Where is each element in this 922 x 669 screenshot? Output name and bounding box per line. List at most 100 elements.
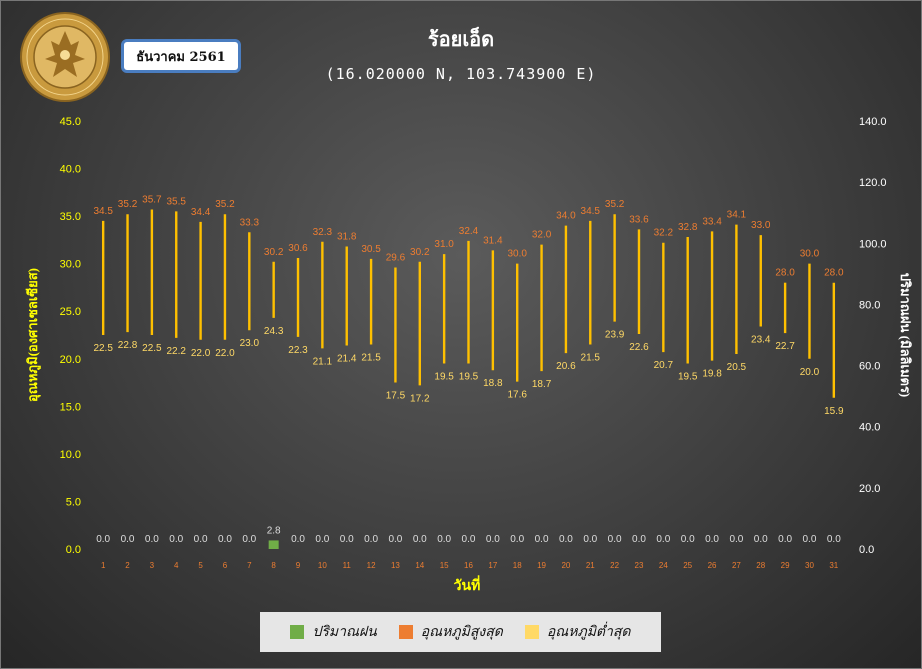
rain-bar (268, 540, 279, 549)
max-temp-label: 35.7 (142, 194, 162, 205)
min-temp-label: 17.6 (507, 390, 527, 401)
rain-label: 0.0 (510, 534, 524, 545)
x-tick-label: 26 (708, 561, 717, 570)
x-tick-label: 8 (271, 561, 276, 570)
min-temp-label: 22.2 (167, 346, 187, 357)
rain-label: 0.0 (754, 534, 768, 545)
legend-label-rain: ปริมาณฝน (312, 624, 377, 640)
max-temp-label: 34.4 (191, 207, 211, 218)
min-temp-label: 19.5 (434, 372, 454, 383)
max-temp-label: 28.0 (824, 268, 844, 279)
min-temp-label: 23.4 (751, 334, 771, 345)
x-tick-label: 11 (343, 561, 352, 570)
rain-label: 0.0 (583, 534, 597, 545)
legend-item-rain: ปริมาณฝน (290, 621, 377, 643)
legend-swatch-max-temp (398, 625, 413, 639)
rain-label: 0.0 (437, 534, 451, 545)
x-tick-label: 24 (659, 561, 668, 570)
rain-label: 0.0 (413, 534, 427, 545)
x-tick-label: 31 (829, 561, 838, 570)
rain-label: 0.0 (340, 534, 354, 545)
legend-swatch-min-temp (524, 625, 539, 639)
rain-label: 0.0 (656, 534, 670, 545)
y-tick-right: 100.0 (859, 238, 887, 250)
rain-label: 0.0 (778, 534, 792, 545)
min-temp-label: 22.3 (288, 345, 308, 356)
y-tick-left: 20.0 (60, 354, 81, 366)
max-temp-label: 35.2 (215, 199, 235, 210)
max-temp-label: 30.0 (800, 249, 820, 260)
max-temp-label: 30.6 (288, 243, 308, 254)
rain-label: 0.0 (803, 534, 817, 545)
min-temp-label: 18.7 (532, 379, 552, 390)
max-temp-label: 30.5 (361, 244, 381, 255)
y-tick-right: 20.0 (859, 483, 880, 495)
legend-item-max-temp: อุณหภูมิสูงสุด (398, 621, 503, 643)
legend-label-min-temp: อุณหภูมิต่ำสุด (546, 624, 631, 640)
max-temp-label: 33.6 (629, 214, 649, 225)
rain-label: 0.0 (121, 534, 135, 545)
y-tick-left: 10.0 (60, 449, 81, 461)
max-temp-label: 30.2 (264, 247, 284, 258)
x-tick-label: 7 (247, 561, 252, 570)
x-tick-label: 18 (513, 561, 522, 570)
max-temp-label: 35.2 (605, 199, 625, 210)
max-temp-label: 35.5 (167, 196, 187, 207)
min-temp-label: 20.7 (654, 360, 674, 371)
min-temp-label: 24.3 (264, 326, 284, 337)
y-tick-right: 140.0 (859, 116, 887, 128)
min-temp-label: 20.6 (556, 361, 576, 372)
rain-label: 0.0 (315, 534, 329, 545)
max-temp-label: 30.0 (507, 249, 527, 260)
max-temp-label: 33.3 (240, 217, 260, 228)
x-tick-label: 27 (732, 561, 741, 570)
y-axis-label-left: อุณหภูมิ(องศาเซลเซียส) (25, 268, 41, 402)
rain-label: 0.0 (242, 534, 256, 545)
meteorological-department-logo (20, 12, 110, 102)
x-tick-label: 10 (318, 561, 327, 570)
legend-label-max-temp: อุณหภูมิสูงสุด (420, 624, 503, 640)
max-temp-label: 32.3 (313, 227, 333, 238)
x-tick-label: 15 (440, 561, 449, 570)
x-tick-label: 3 (150, 561, 155, 570)
min-temp-label: 20.5 (727, 362, 747, 373)
min-temp-label: 22.5 (142, 343, 162, 354)
rain-label: 0.0 (145, 534, 159, 545)
x-tick-label: 30 (805, 561, 814, 570)
rain-label: 0.0 (486, 534, 500, 545)
rain-label: 0.0 (705, 534, 719, 545)
max-temp-label: 34.1 (727, 210, 747, 221)
max-temp-label: 31.8 (337, 232, 357, 243)
max-temp-label: 34.0 (556, 211, 576, 222)
month-label: ธันวาคม 2561 (136, 49, 226, 65)
x-tick-label: 4 (174, 561, 179, 570)
rain-label: 0.0 (535, 534, 549, 545)
rain-label: 0.0 (291, 534, 305, 545)
min-temp-label: 21.5 (581, 353, 601, 364)
rain-label: 0.0 (96, 534, 110, 545)
rain-label: 0.0 (388, 534, 402, 545)
rain-label: 2.8 (267, 525, 281, 536)
max-temp-label: 34.5 (93, 206, 113, 217)
x-tick-label: 2 (125, 561, 130, 570)
x-tick-label: 20 (561, 561, 570, 570)
rain-label: 0.0 (827, 534, 841, 545)
x-tick-label: 9 (296, 561, 301, 570)
x-tick-label: 13 (391, 561, 400, 570)
x-tick-label: 23 (635, 561, 644, 570)
max-temp-label: 28.0 (775, 268, 795, 279)
rain-label: 0.0 (632, 534, 646, 545)
x-tick-label: 28 (756, 561, 765, 570)
max-temp-label: 32.2 (654, 228, 674, 239)
rain-label: 0.0 (462, 534, 476, 545)
max-temp-label: 35.2 (118, 199, 138, 210)
min-temp-label: 22.6 (629, 342, 649, 353)
max-temp-label: 31.4 (483, 235, 503, 246)
legend-item-min-temp: อุณหภูมิต่ำสุด (524, 621, 631, 643)
min-temp-label: 21.4 (337, 353, 357, 364)
x-tick-label: 19 (537, 561, 546, 570)
legend-swatch-rain (290, 625, 305, 639)
y-tick-right: 120.0 (859, 177, 887, 189)
